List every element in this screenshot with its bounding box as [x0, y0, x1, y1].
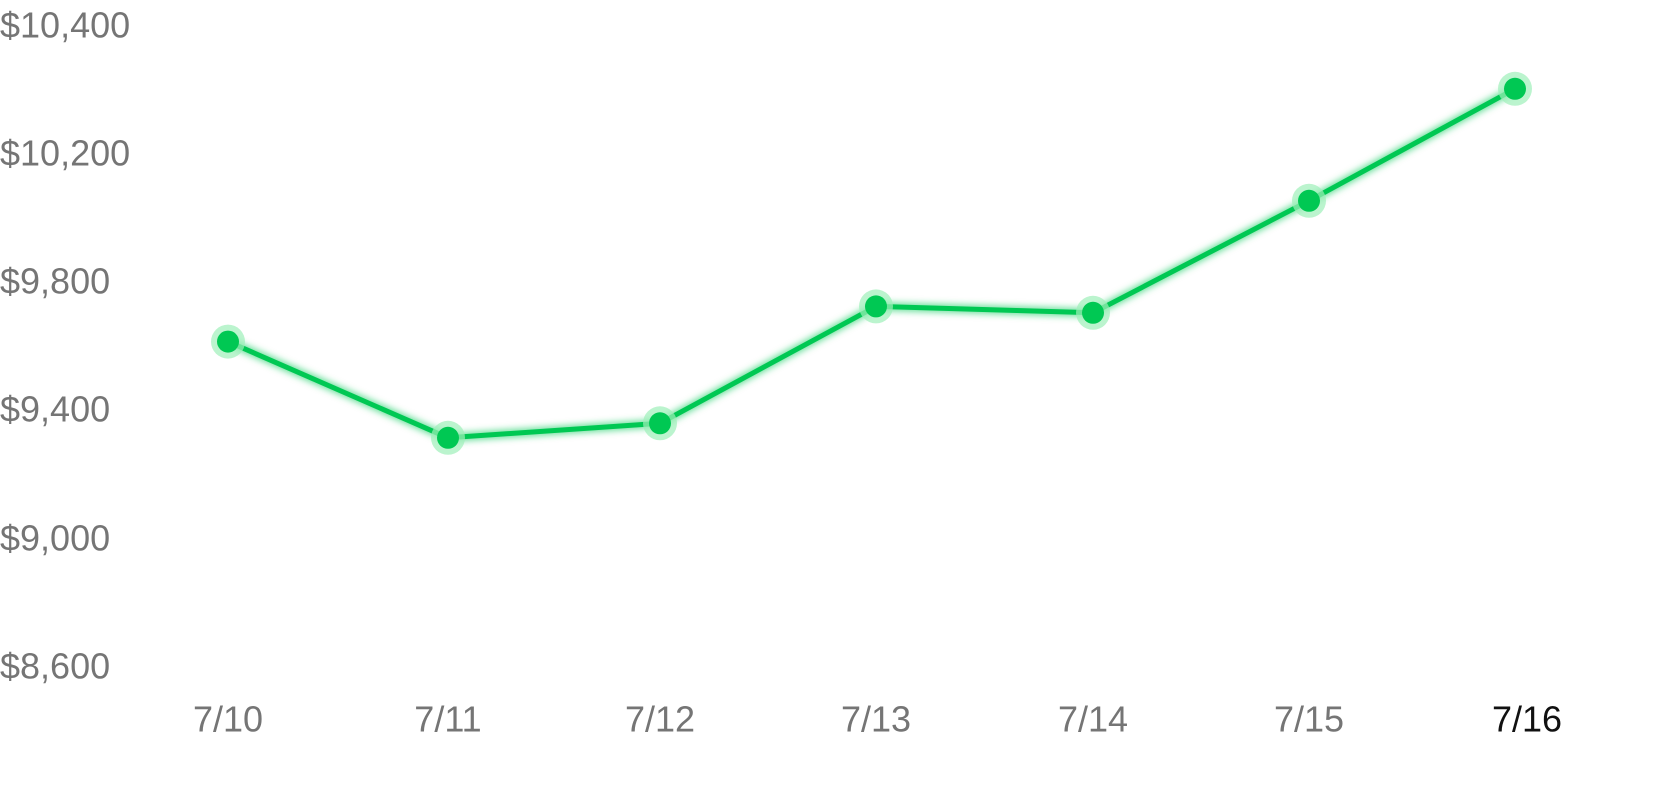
x-tick-label: 7/10 — [193, 699, 263, 740]
y-tick-label: $9,800 — [0, 261, 110, 302]
data-point[interactable] — [1298, 189, 1320, 212]
x-tick-label: 7/12 — [625, 699, 695, 740]
x-tick-label: 7/11 — [414, 699, 481, 740]
x-tick-label: 7/15 — [1274, 699, 1344, 740]
data-point[interactable] — [217, 330, 239, 353]
data-point[interactable] — [649, 412, 671, 435]
series-line — [225, 86, 1518, 441]
data-point[interactable] — [1504, 77, 1526, 100]
x-tick-label: 7/13 — [841, 699, 911, 740]
data-point[interactable] — [437, 426, 459, 449]
y-tick-label: $8,600 — [0, 646, 110, 687]
y-tick-label: $10,400 — [0, 5, 130, 46]
data-point[interactable] — [1082, 301, 1104, 324]
x-tick-label: 7/16 — [1492, 699, 1562, 740]
y-tick-label: $9,400 — [0, 389, 110, 430]
y-tick-label: $9,000 — [0, 518, 110, 559]
x-tick-label: 7/14 — [1058, 699, 1128, 740]
y-tick-label: $10,200 — [0, 133, 130, 174]
data-point[interactable] — [865, 295, 887, 318]
